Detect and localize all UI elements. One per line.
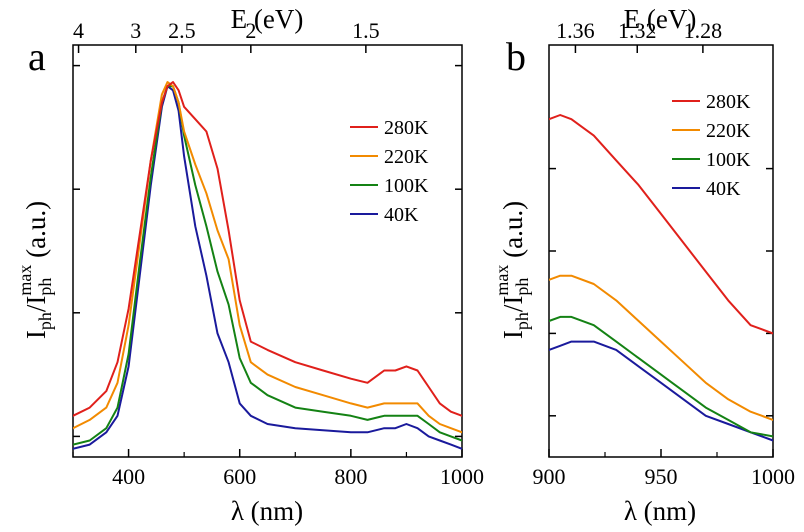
panel-b-top-axis-title: E (eV) <box>624 4 697 34</box>
panel-a-legend: 280K 220K 100K 40K <box>350 117 429 226</box>
panel-a-top-tick-label-2: 2 <box>245 18 256 43</box>
panel-a-series-280k <box>73 81 462 417</box>
panel-a-legend-label-220k: 220K <box>384 146 429 168</box>
panel-b-top-tick-label-1-28: 1.28 <box>684 18 723 43</box>
panel-a-series-group <box>73 81 462 450</box>
panel-a: a E (eV) λ (nm) Iph/Iphmax (a.u.) 400 600… <box>15 4 484 526</box>
panel-b-series-group <box>549 114 773 442</box>
panel-b-x-axis-title: λ (nm) <box>624 496 696 526</box>
panel-a-plot-area: 400 600 800 1000 4 3 2.5 2 1.5 <box>72 18 484 489</box>
panel-b-x-tick-label-950: 950 <box>645 464 678 489</box>
panel-a-x-tick-label-1000: 1000 <box>440 464 484 489</box>
panel-b-legend: 280K 220K 100K 40K <box>672 91 751 200</box>
panel-b: b E (eV) λ (nm) Iph/Iphmax (a.u.) 900 950… <box>492 4 795 526</box>
panel-b-plot-area: 900 950 1000 1.36 1.32 1.28 <box>533 18 796 489</box>
panel-a-x-tick-label-800: 800 <box>334 464 367 489</box>
panel-a-legend-label-100k: 100K <box>384 175 429 197</box>
panel-a-x-tick-label-400: 400 <box>112 464 145 489</box>
panel-a-legend-label-40k: 40K <box>384 204 419 226</box>
panel-b-top-tick-label-1-36: 1.36 <box>556 18 595 43</box>
panel-b-series-280k <box>549 114 773 335</box>
panel-b-x-tick-label-900: 900 <box>533 464 566 489</box>
panel-b-legend-label-280k: 280K <box>706 91 751 113</box>
panel-a-top-tick-label-4: 4 <box>73 18 84 43</box>
panel-a-top-tick-label-1-5: 1.5 <box>352 18 380 43</box>
svg-text:Iph/Iphmax (a.u.): Iph/Iphmax (a.u.) <box>492 201 532 339</box>
svg-text:Iph/Iphmax (a.u.): Iph/Iphmax (a.u.) <box>15 201 55 339</box>
panel-b-y-axis-title: Iph/Iphmax (a.u.) <box>492 201 532 339</box>
panel-a-y-axis-title: Iph/Iphmax (a.u.) <box>15 201 55 339</box>
panel-b-label: b <box>506 34 526 79</box>
panel-a-series-220k <box>73 81 462 434</box>
panel-a-x-tick-label-600: 600 <box>223 464 256 489</box>
panel-a-top-tick-label-3: 3 <box>130 18 141 43</box>
panel-b-top-tick-label-1-32: 1.32 <box>618 18 657 43</box>
panel-a-series-40k <box>73 85 462 450</box>
panel-b-x-tick-label-1000: 1000 <box>751 464 795 489</box>
panel-a-series-100k <box>73 85 462 446</box>
panel-a-x-axis-title: λ (nm) <box>231 496 303 526</box>
panel-b-series-220k <box>549 274 773 421</box>
panel-a-top-tick-label-2-5: 2.5 <box>168 18 196 43</box>
panel-b-legend-label-220k: 220K <box>706 120 751 142</box>
panel-b-legend-label-100k: 100K <box>706 149 751 171</box>
panel-a-top-axis-title: E (eV) <box>231 4 304 34</box>
panel-a-legend-label-280k: 280K <box>384 117 429 139</box>
panel-a-frame <box>72 44 463 458</box>
panel-b-series-100k <box>549 315 773 438</box>
panel-a-label: a <box>28 34 46 79</box>
panel-b-series-40k <box>549 340 773 442</box>
panel-b-legend-label-40k: 40K <box>706 178 741 200</box>
